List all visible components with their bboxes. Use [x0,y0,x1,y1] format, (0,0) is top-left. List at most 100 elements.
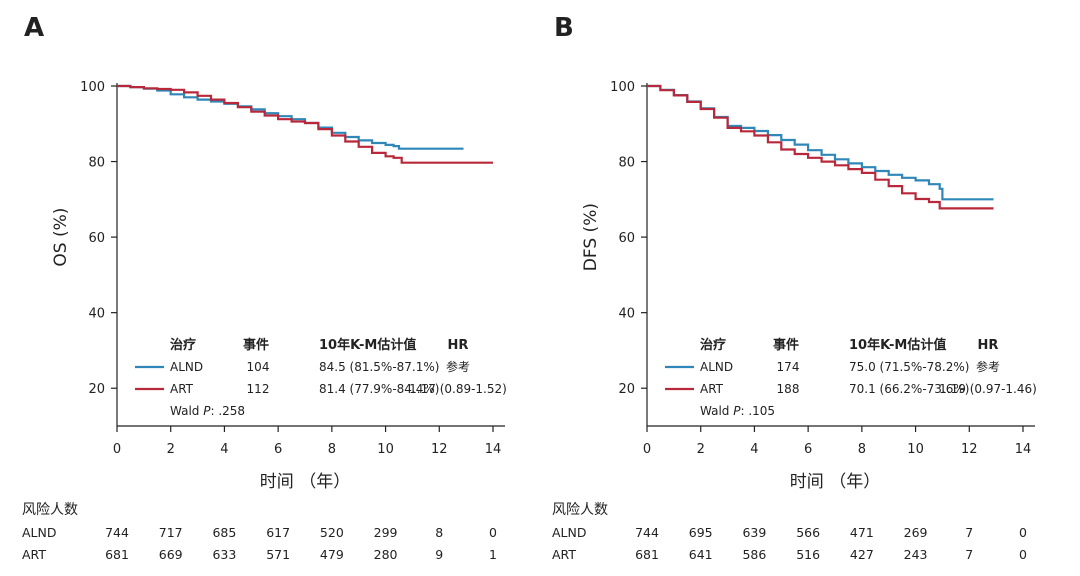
risk-row-label-alnd: ALND [552,525,587,540]
risk-count: 9 [435,547,443,562]
legend-header: HR [448,338,469,353]
risk-count: 633 [212,547,236,562]
risk-count: 566 [796,525,820,540]
risk-count: 520 [320,525,344,540]
risk-count: 0 [1019,525,1027,540]
series-line-art [117,84,493,164]
risk-count: 269 [904,525,928,540]
legend-hr: 1.17 (0.89-1.52) [409,382,507,396]
legend-header: 10年K-M估计值 [319,337,416,353]
legend-hr: 1.19 (0.97-1.46) [939,382,1037,396]
risk-count: 8 [435,525,443,540]
series-line-alnd [117,84,464,150]
risk-count: 681 [105,547,129,562]
y-tick-label: 40 [88,307,105,322]
legend-hr: 参考 [446,359,470,374]
panel-label-b: B [554,13,574,43]
risk-count: 669 [159,547,183,562]
legend-hr: 参考 [976,359,1000,374]
risk-count: 685 [212,525,236,540]
x-tick-label: 2 [167,442,175,457]
risk-count: 0 [489,525,497,540]
x-tick-label: 14 [1015,442,1032,457]
panel-b-dfs-chart: B 20 40 60 80 100 0 2 4 6 8 10 12 14 DFS (%) 时间 （年） 治疗 事件… [530,0,1070,576]
x-tick-label: 14 [485,442,502,457]
risk-count: 744 [635,525,659,540]
wald-p-value: Wald P: .105 [700,404,775,418]
x-tick-label: 8 [328,442,336,457]
legend-header: 事件 [243,337,269,353]
risk-table-title: 风险人数 [22,502,78,518]
risk-count: 744 [105,525,129,540]
legend-km-estimate: 84.5 (81.5%-87.1%) [319,360,439,374]
risk-count: 571 [266,547,290,562]
y-tick-label: 40 [618,307,635,322]
x-tick-label: 0 [643,442,651,457]
risk-count: 427 [850,547,874,562]
legend-treatment: ALND [700,360,733,374]
legend-treatment: ART [700,382,724,396]
risk-count: 695 [689,525,713,540]
legend-events: 174 [777,360,800,374]
series-line-art [647,84,994,210]
legend-header: 治疗 [170,337,196,353]
y-tick-label: 60 [88,231,105,246]
risk-count: 243 [904,547,928,562]
x-tick-label: 0 [113,442,121,457]
risk-count: 479 [320,547,344,562]
panel-label-a: A [24,13,44,43]
risk-table-title: 风险人数 [552,502,608,518]
legend-events: 112 [247,382,270,396]
x-tick-label: 8 [858,442,866,457]
y-tick-label: 20 [618,382,635,397]
y-tick-label: 100 [610,80,635,95]
x-axis-title: 时间 （年） [260,472,350,492]
legend-header: 治疗 [700,337,726,353]
y-tick-label: 20 [88,382,105,397]
x-tick-label: 12 [961,442,978,457]
risk-count: 617 [266,525,290,540]
risk-count: 7 [965,525,973,540]
legend-treatment: ART [170,382,194,396]
wald-p-value: Wald P: .258 [170,404,245,418]
y-tick-label: 60 [618,231,635,246]
legend-events: 104 [247,360,270,374]
risk-count: 7 [965,547,973,562]
x-tick-label: 10 [907,442,924,457]
risk-count: 280 [374,547,398,562]
legend-km-estimate: 81.4 (77.9%-84.4%) [319,382,439,396]
x-tick-label: 4 [750,442,758,457]
risk-count: 299 [374,525,398,540]
legend-header: 10年K-M估计值 [849,337,946,353]
x-tick-label: 4 [220,442,228,457]
legend-header: HR [978,338,999,353]
risk-row-label-alnd: ALND [22,525,57,540]
panel-a-os-chart: A 20 40 60 80 100 0 2 4 6 8 10 12 14 OS (%) 时间 （年） 治疗 事件 1… [22,13,507,562]
risk-count: 717 [159,525,183,540]
risk-count: 639 [742,525,766,540]
risk-row-label-art: ART [552,547,576,562]
x-tick-label: 10 [377,442,394,457]
risk-count: 0 [1019,547,1027,562]
x-tick-label: 12 [431,442,448,457]
legend-km-estimate: 70.1 (66.2%-73.6%) [849,382,969,396]
risk-count: 471 [850,525,874,540]
x-tick-label: 6 [274,442,282,457]
legend-km-estimate: 75.0 (71.5%-78.2%) [849,360,969,374]
risk-count: 681 [635,547,659,562]
legend-events: 188 [777,382,800,396]
y-axis-title: OS (%) [51,208,71,267]
y-axis-title: DFS (%) [581,203,601,271]
x-tick-label: 2 [697,442,705,457]
x-axis-title: 时间 （年） [790,472,880,492]
risk-row-label-art: ART [22,547,46,562]
risk-count: 641 [689,547,713,562]
risk-count: 586 [742,547,766,562]
risk-count: 1 [489,547,497,562]
legend-header: 事件 [773,337,799,353]
x-tick-label: 6 [804,442,812,457]
legend-treatment: ALND [170,360,203,374]
y-tick-label: 80 [88,156,105,171]
